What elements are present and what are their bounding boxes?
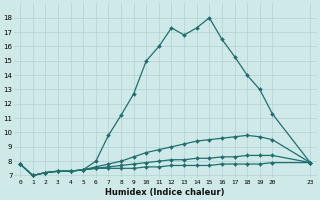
X-axis label: Humidex (Indice chaleur): Humidex (Indice chaleur) [106,188,225,197]
